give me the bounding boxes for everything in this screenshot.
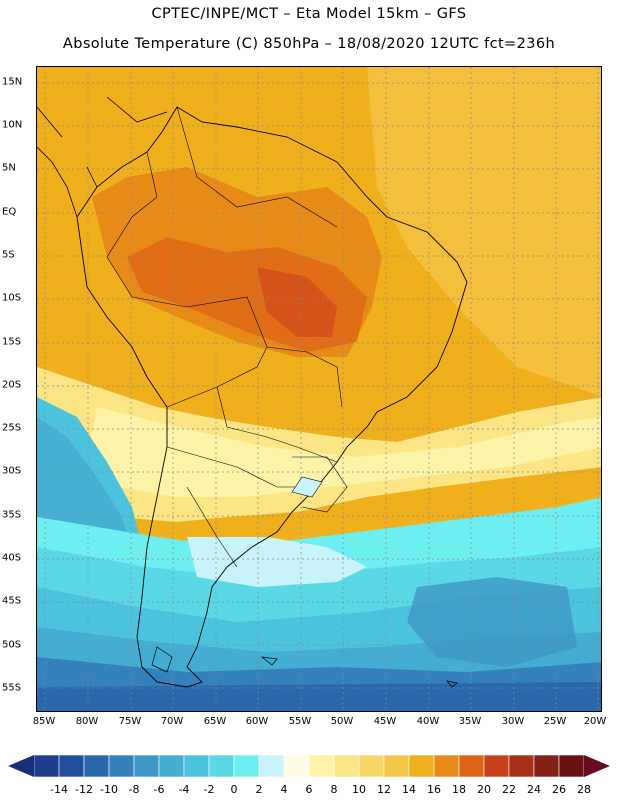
legend-cell	[83, 754, 110, 778]
legend-cell	[508, 754, 535, 778]
central-america-coastline	[37, 96, 168, 218]
lat-label-55s: 55S	[2, 682, 22, 694]
legend-cell	[183, 754, 210, 778]
temperature-color-legend	[8, 754, 610, 778]
legend-cell	[558, 754, 585, 778]
lat-label-35s: 35S	[2, 509, 22, 521]
lon-label-20w: 20W	[583, 716, 607, 727]
lat-label-40s: 40S	[2, 552, 22, 564]
lat-label-25s: 25S	[2, 422, 22, 434]
lat-label-10n: 10N	[2, 119, 23, 131]
temperature-map	[36, 66, 602, 712]
legend-tick-label: 18	[452, 783, 466, 796]
map-title-variable: Absolute Temperature (C) 850hPa – 18/08/…	[62, 36, 556, 52]
lon-label-40w: 40W	[416, 716, 440, 727]
legend-cell	[258, 754, 285, 778]
legend-cell	[458, 754, 485, 778]
legend-cell	[358, 754, 385, 778]
legend-tick-label: 20	[477, 783, 491, 796]
legend-cell	[133, 754, 160, 778]
legend-cell	[58, 754, 85, 778]
lon-label-60w: 60W	[245, 716, 269, 727]
lon-label-35w: 35W	[458, 716, 482, 727]
lon-label-70w: 70W	[160, 716, 184, 727]
legend-tick-label: 22	[502, 783, 516, 796]
lon-label-75w: 75W	[118, 716, 142, 727]
lat-label-50s: 50S	[2, 639, 22, 651]
legend-cells	[33, 754, 585, 778]
field-4-6	[187, 537, 367, 587]
lat-label-20s: 20S	[2, 379, 22, 391]
lat-label-10s: 10S	[2, 292, 22, 304]
legend-tick-label: 14	[402, 783, 416, 796]
legend-cell	[233, 754, 260, 778]
legend-tick-label: 12	[377, 783, 391, 796]
legend-cell	[333, 754, 360, 778]
legend-tick-label: -12	[75, 783, 93, 796]
rio-de-la-plata	[291, 476, 323, 498]
lat-label-45s: 45S	[2, 595, 22, 607]
lat-label-15s: 15S	[2, 336, 22, 348]
field-minus-10	[37, 682, 601, 711]
legend-cell	[308, 754, 335, 778]
field-14-16-north	[367, 67, 601, 397]
legend-cell	[533, 754, 560, 778]
lat-label-15n: 15N	[2, 76, 23, 88]
legend-tick-label: -8	[128, 783, 140, 796]
lat-label-eq: EQ	[2, 206, 17, 218]
lat-label-5s: 5S	[2, 249, 15, 261]
lon-label-25w: 25W	[543, 716, 567, 727]
legend-cell	[208, 754, 235, 778]
legend-tick-label: -6	[153, 783, 165, 796]
lon-label-30w: 30W	[501, 716, 525, 727]
legend-cell	[283, 754, 310, 778]
field-8-10	[87, 407, 601, 497]
legend-tick-label: -10	[100, 783, 118, 796]
lat-label-5n: 5N	[2, 162, 16, 174]
lon-label-50w: 50W	[330, 716, 354, 727]
lon-label-55w: 55W	[288, 716, 312, 727]
legend-cell	[433, 754, 460, 778]
legend-tick-label: 4	[280, 783, 288, 796]
legend-tick-label: 6	[305, 783, 313, 796]
lat-label-30s: 30S	[2, 465, 22, 477]
graticule	[37, 67, 601, 711]
lon-label-80w: 80W	[75, 716, 99, 727]
legend-high-arrow	[584, 755, 610, 777]
legend-cell	[483, 754, 510, 778]
legend-tick-label: 24	[527, 783, 541, 796]
country-borders	[106, 106, 348, 568]
legend-cell	[408, 754, 435, 778]
south-america-coastline	[76, 106, 468, 688]
legend-cell	[108, 754, 135, 778]
legend-tick-label: 8	[330, 783, 338, 796]
map-title-model: CPTEC/INPE/MCT – Eta Model 15km – GFS	[151, 6, 467, 22]
legend-tick-label: -14	[50, 783, 68, 796]
legend-tick-label: 0	[230, 783, 238, 796]
lon-label-65w: 65W	[203, 716, 227, 727]
legend-tick-label: 16	[427, 783, 441, 796]
legend-tick-label: -2	[203, 783, 215, 796]
legend-tick-label: 26	[552, 783, 566, 796]
legend-tick-label: 28	[577, 783, 591, 796]
legend-tick-label: -4	[178, 783, 190, 796]
field-minus-6	[407, 577, 577, 667]
legend-tick-label: 10	[352, 783, 366, 796]
legend-low-arrow	[8, 755, 34, 777]
lon-label-45w: 45W	[373, 716, 397, 727]
lon-label-85w: 85W	[32, 716, 56, 727]
legend-cell	[158, 754, 185, 778]
legend-cell	[383, 754, 410, 778]
map-canvas	[37, 67, 601, 711]
southern-islands	[151, 646, 458, 688]
field-22-24	[257, 267, 337, 337]
legend-tick-label: 2	[255, 783, 263, 796]
legend-cell	[33, 754, 60, 778]
